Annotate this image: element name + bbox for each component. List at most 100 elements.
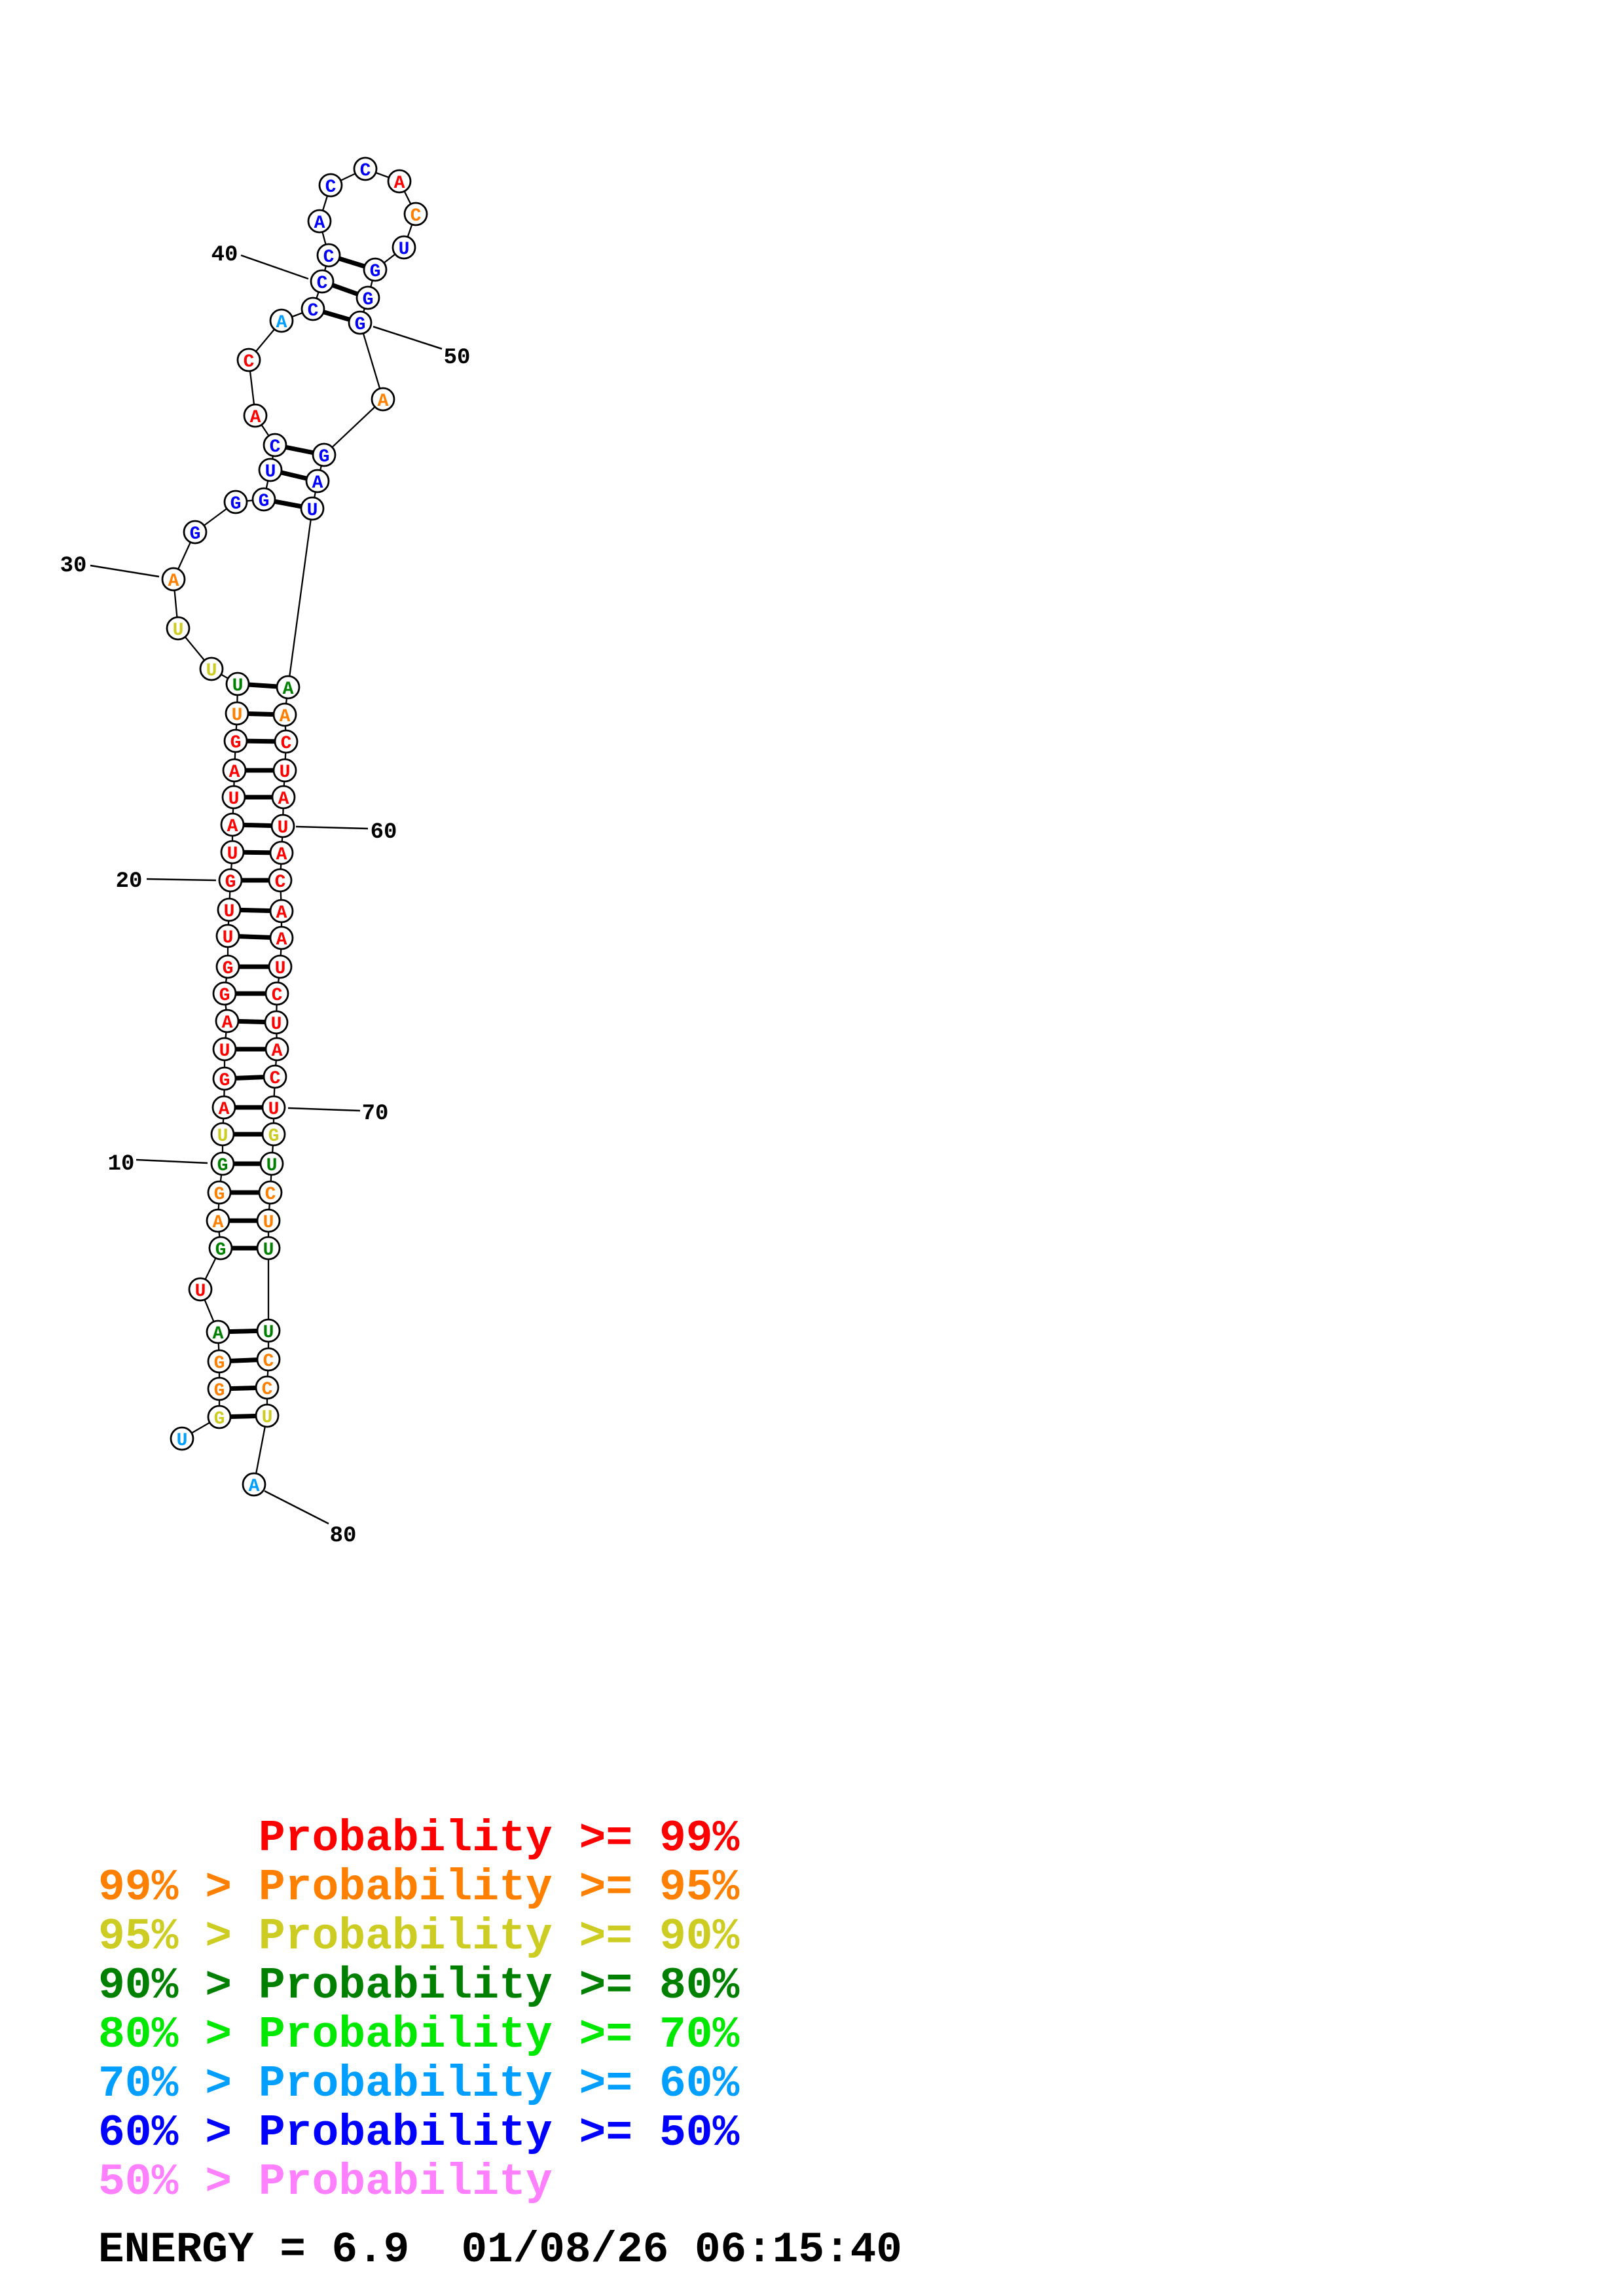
position-label-80: 80	[330, 1524, 357, 1549]
nucleotide-65-base-letter: U	[275, 959, 286, 979]
nucleotide-8-circle	[206, 1208, 230, 1233]
nucleotide-29-base-letter: U	[173, 620, 184, 641]
position-leader-line-30	[90, 564, 160, 578]
nucleotide-37-circle	[236, 348, 261, 372]
nucleotide-18-base-letter: U	[223, 928, 234, 948]
nucleotide-72-circle	[259, 1151, 284, 1176]
position-label-60: 60	[371, 820, 397, 845]
nucleotide-60-circle	[270, 814, 295, 838]
nucleotide-22-circle	[220, 812, 245, 837]
nucleotide-52-circle	[312, 442, 337, 467]
nucleotide-69-circle	[263, 1064, 287, 1089]
nucleotide-80-base-letter: A	[249, 1477, 260, 1497]
nucleotide-67-base-letter: U	[271, 1014, 282, 1035]
nucleotide-20-base-letter: G	[225, 872, 236, 893]
nucleotide-17-circle	[215, 954, 240, 979]
nucleotide-24-base-letter: A	[229, 762, 240, 783]
nucleotide-63-circle	[269, 899, 294, 924]
nucleotide-51-base-letter: A	[378, 391, 389, 412]
nucleotide-6-base-letter: U	[195, 1282, 206, 1302]
position-label-70: 70	[362, 1102, 389, 1126]
nucleotide-45-circle	[387, 169, 412, 194]
nucleotide-71-circle	[261, 1122, 286, 1147]
nucleotide-36-base-letter: A	[250, 408, 261, 428]
nucleotide-67-circle	[264, 1010, 289, 1035]
nucleotide-47-circle	[392, 235, 416, 260]
nucleotide-57-circle	[274, 729, 299, 754]
nucleotide-65-circle	[268, 954, 293, 979]
nucleotide-77-base-letter: C	[263, 1352, 274, 1372]
nucleotide-44-base-letter: C	[360, 161, 371, 181]
nucleotide-11-circle	[210, 1122, 235, 1147]
nucleotide-44-circle	[353, 156, 378, 181]
position-leader-line-70	[287, 1107, 361, 1112]
nucleotide-31-base-letter: G	[190, 524, 201, 545]
nucleotide-80-circle	[242, 1472, 266, 1497]
position-label-10: 10	[108, 1152, 135, 1177]
nucleotide-28-circle	[199, 656, 224, 681]
nucleotide-38-base-letter: A	[276, 313, 287, 333]
nucleotide-57-base-letter: C	[281, 734, 292, 754]
nucleotide-8-base-letter: A	[213, 1213, 224, 1233]
position-label-50: 50	[444, 346, 471, 370]
nucleotide-54-base-letter: U	[307, 501, 318, 521]
nucleotide-60-base-letter: U	[278, 818, 289, 838]
nucleotide-69-base-letter: C	[270, 1069, 281, 1089]
nucleotide-42-circle	[307, 209, 332, 234]
position-leader-line-40	[240, 254, 309, 280]
nucleotide-26-base-letter: U	[232, 706, 243, 726]
nucleotide-9-circle	[207, 1180, 232, 1205]
nucleotide-15-base-letter: A	[222, 1013, 233, 1033]
nucleotide-3-circle	[207, 1376, 232, 1401]
nucleotide-76-base-letter: U	[263, 1323, 274, 1343]
nucleotide-36-circle	[243, 403, 268, 428]
nucleotide-32-circle	[223, 490, 248, 514]
nucleotide-19-base-letter: U	[224, 902, 235, 922]
nucleotide-30-circle	[161, 567, 186, 592]
legend-row-4: 90% > Probability >= 80%	[98, 1961, 740, 2011]
nucleotide-22-base-letter: A	[227, 817, 238, 837]
nucleotide-75-circle	[256, 1236, 281, 1261]
nucleotide-40-circle	[310, 269, 335, 294]
nucleotide-39-circle	[301, 296, 325, 321]
legend-row-2: 99% > Probability >= 95%	[98, 1863, 740, 1913]
nucleotide-2-circle	[207, 1405, 232, 1429]
nucleotide-59-base-letter: A	[278, 789, 289, 810]
nucleotide-74-base-letter: U	[263, 1213, 274, 1233]
nucleotide-2-base-letter: G	[214, 1409, 225, 1429]
nucleotide-35-base-letter: C	[270, 437, 281, 457]
nucleotide-49-base-letter: G	[363, 290, 374, 310]
nucleotide-66-circle	[264, 981, 289, 1006]
legend-row-8: 50% > Probability	[98, 2157, 553, 2208]
nucleotide-29-circle	[166, 616, 191, 641]
nucleotide-47-base-letter: U	[399, 240, 410, 260]
nucleotide-43-base-letter: C	[325, 177, 337, 198]
nucleotide-14-circle	[212, 1037, 237, 1062]
nucleotide-46-circle	[403, 202, 428, 226]
nucleotide-50-base-letter: G	[355, 315, 366, 335]
nucleotide-66-base-letter: C	[272, 986, 283, 1006]
position-leader-line-60	[295, 825, 369, 830]
position-label-40: 40	[211, 243, 238, 268]
backbone-link-50-51	[359, 322, 384, 400]
nucleotide-23-circle	[221, 785, 246, 810]
legend-row-5: 80% > Probability >= 70%	[98, 2010, 740, 2060]
legend-row-6: 70% > Probability >= 60%	[98, 2059, 740, 2109]
nucleotide-53-base-letter: A	[312, 473, 323, 493]
nucleotide-7-circle	[208, 1236, 233, 1261]
position-leader-line-50	[373, 325, 443, 350]
energy-line: ENERGY = 6.9 01/08/26 06:15:40	[98, 2225, 902, 2274]
nucleotide-49-circle	[356, 285, 380, 310]
nucleotide-46-base-letter: C	[410, 206, 422, 226]
nucleotide-13-circle	[212, 1066, 237, 1091]
nucleotide-11-base-letter: U	[217, 1126, 228, 1147]
nucleotide-79-base-letter: U	[262, 1408, 273, 1428]
nucleotide-42-base-letter: A	[314, 213, 325, 234]
probability-legend: Probability >= 99% 99% > Probability >= 9…	[98, 1814, 739, 2207]
nucleotide-48-circle	[363, 257, 388, 282]
nucleotide-78-circle	[255, 1375, 280, 1400]
nucleotide-59-circle	[271, 785, 296, 810]
nucleotide-77-circle	[256, 1347, 281, 1372]
nucleotide-12-base-letter: A	[219, 1100, 230, 1120]
nucleotide-56-base-letter: A	[280, 707, 291, 727]
